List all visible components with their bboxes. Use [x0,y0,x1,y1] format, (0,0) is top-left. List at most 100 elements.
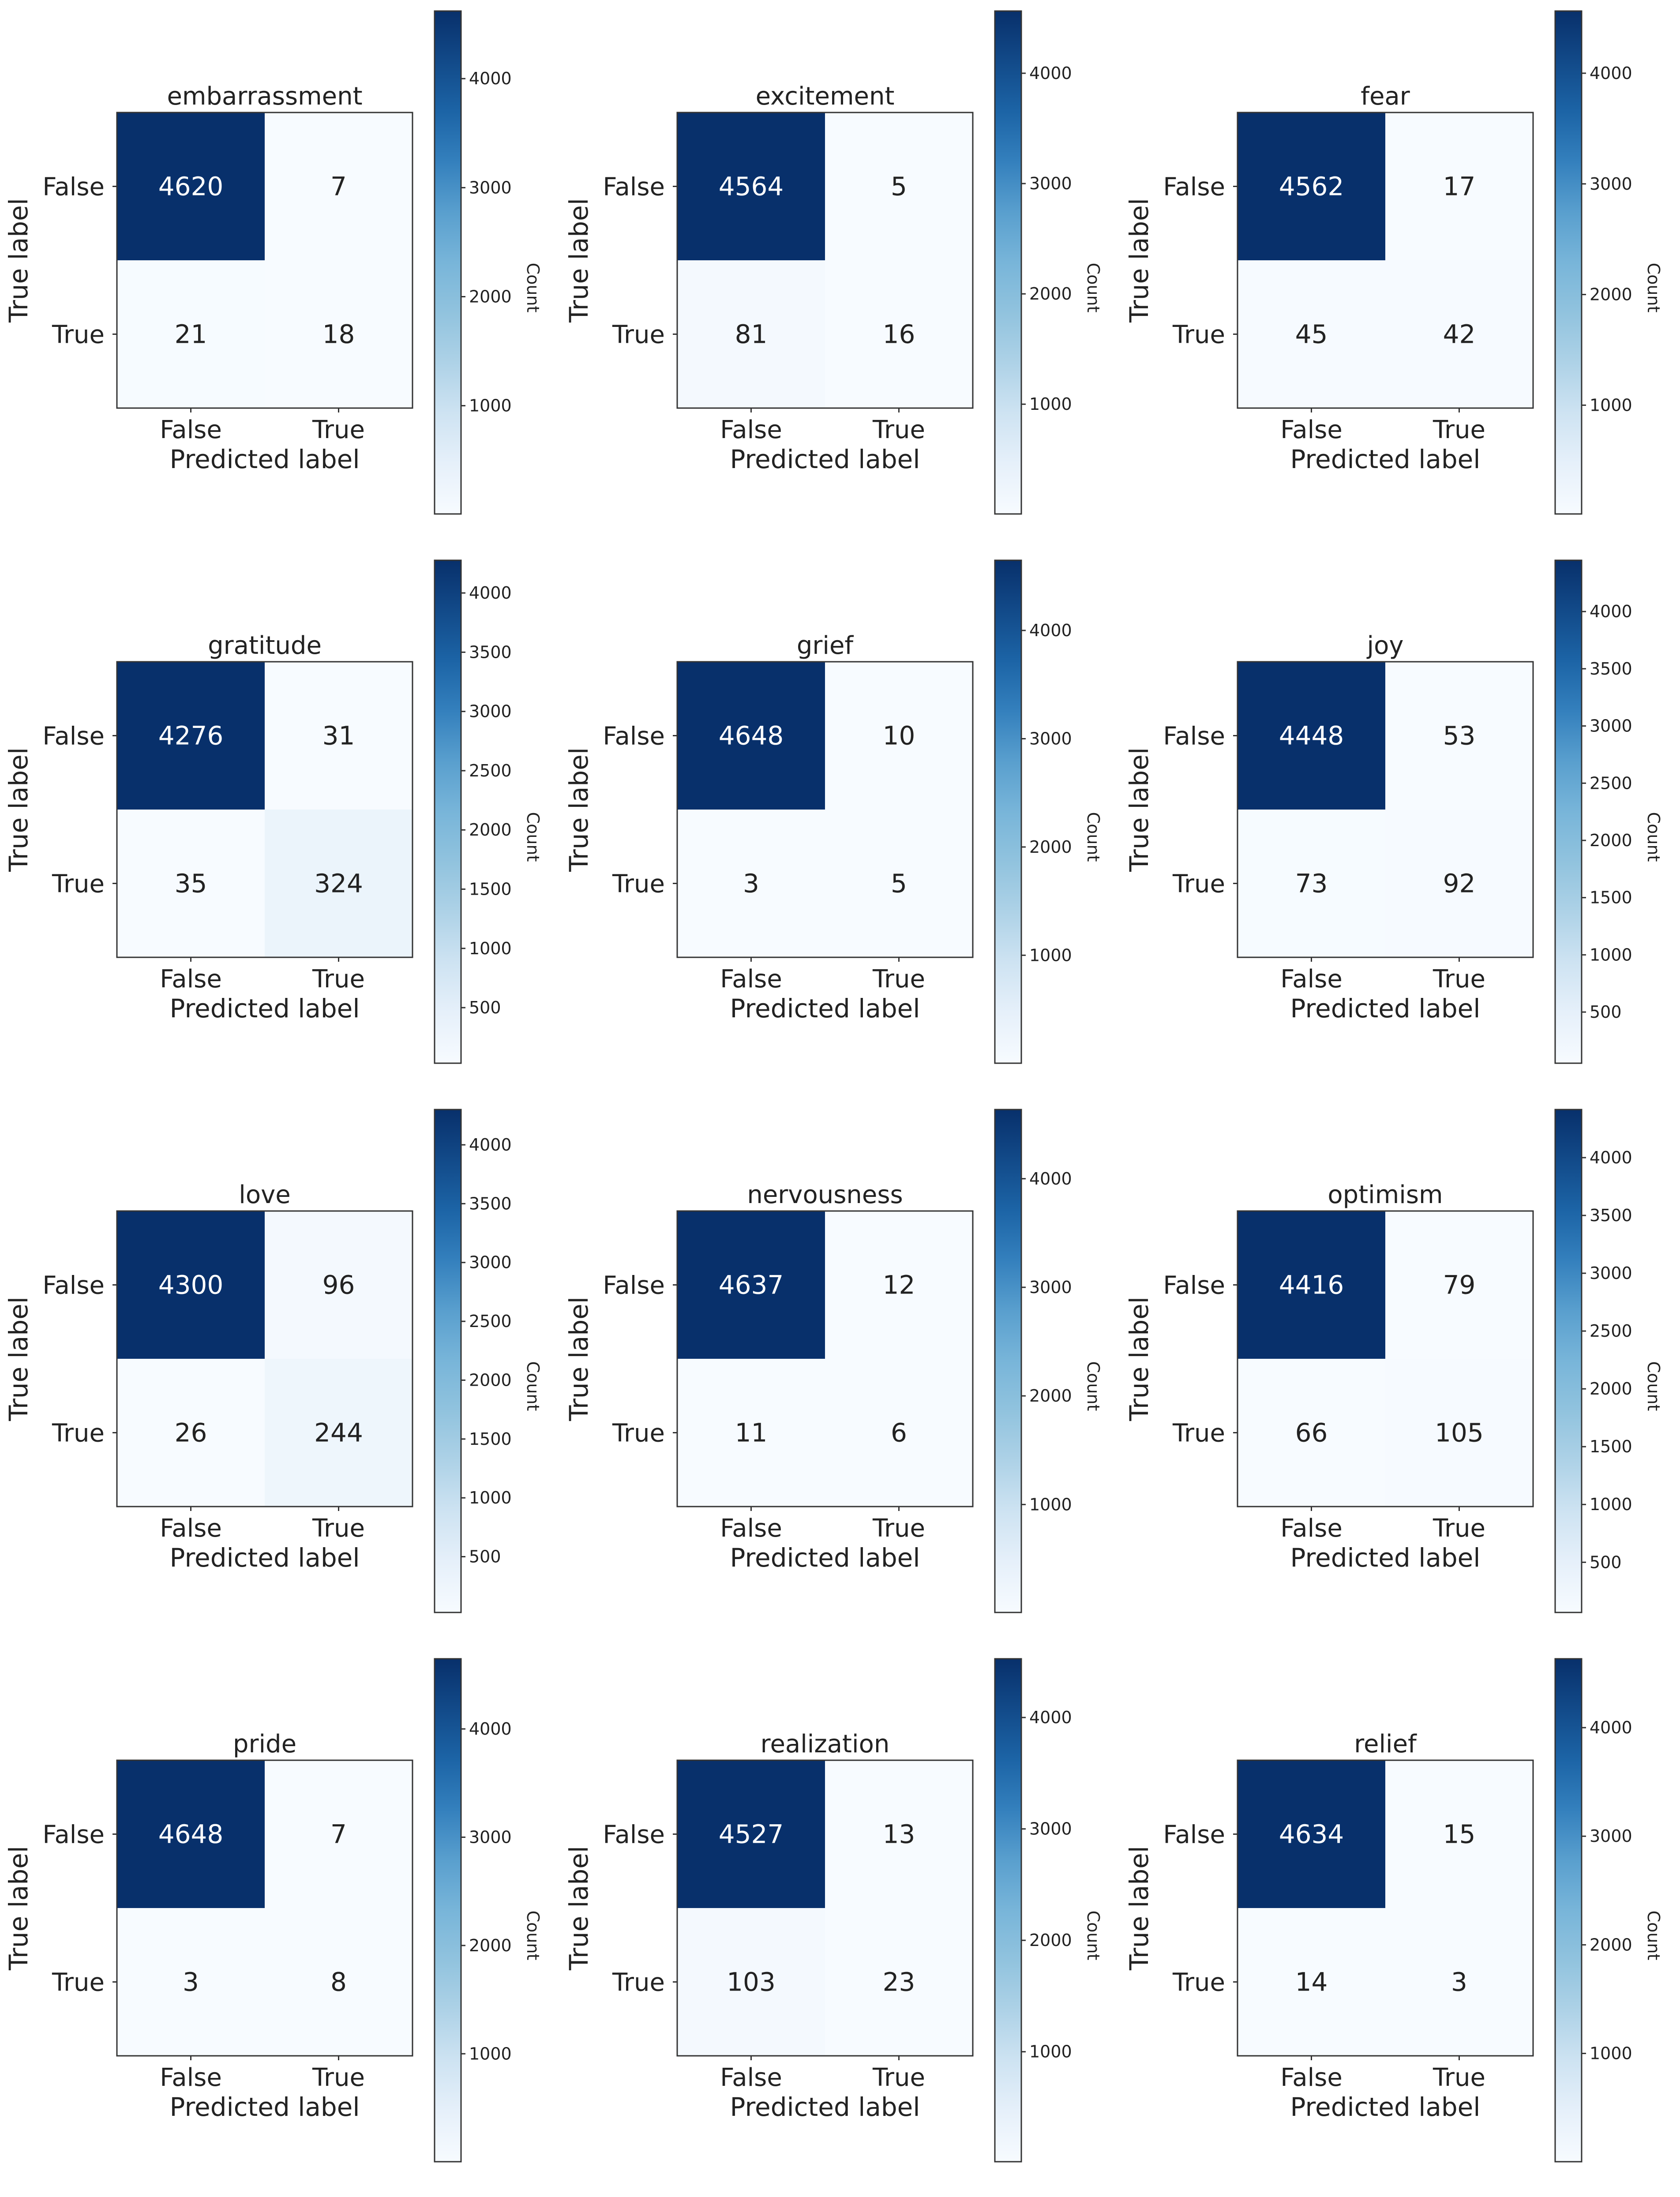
colorbar-tick-label-1: 2000 [469,1936,512,1955]
cell-0-0 [677,1760,825,1908]
cell-1-1 [1385,1908,1533,2056]
x-tick-label-0: False [720,965,782,994]
y-axis-label: True label [564,198,594,323]
y-tick-label-1: True [612,1419,665,1448]
colorbar-tick-label-3: 4000 [1029,1169,1072,1188]
cell-value-1-1: 3 [1451,1967,1467,1997]
cell-value-1-1: 8 [330,1967,347,1997]
cell-0-1 [825,1760,973,1908]
plot-frame [676,1210,974,1507]
colorbar [434,1109,462,1613]
colorbar-tick-label-2: 1500 [1590,1437,1632,1456]
chart-title: realization [761,1730,890,1758]
cell-value-1-0: 45 [1295,319,1328,349]
x-axis-label: Predicted label [1290,444,1481,474]
colorbar-tick-label-3: 4000 [1029,621,1072,640]
colorbar-label: Count [1084,1361,1103,1411]
cell-value-1-0: 21 [175,319,207,349]
x-tick-label-1: True [312,2063,365,2092]
confusion-matrix-optimism: 4416 79 66 105 optimism False True False True Pre… [1121,1098,1680,1648]
colorbar-tick-label-2: 3000 [1029,1278,1072,1297]
cell-value-1-0: 66 [1295,1418,1328,1448]
chart-title: nervousness [747,1181,903,1209]
x-tick-label-1: True [312,416,365,444]
cell-value-0-0: 4527 [719,1819,784,1849]
x-tick-label-0: False [1280,1514,1342,1543]
colorbar-tick-label-1: 2000 [1029,1931,1072,1950]
colorbar-tick-label-2: 3000 [1029,729,1072,748]
cell-value-0-0: 4276 [158,721,224,751]
cell-0-1 [265,662,412,810]
colorbar-tick-label-0: 1000 [1029,945,1072,965]
colorbar-tick-label-3: 4000 [1029,64,1072,83]
colorbar-tick-label-2: 3000 [1590,174,1632,194]
chart-title: grief [797,631,854,660]
colorbar-tick-label-1: 1000 [1590,1495,1632,1514]
plot-frame [1237,1759,1534,2057]
cell-value-0-1: 31 [322,721,355,751]
y-tick-label-0: False [603,722,665,751]
colorbar-tick-label-0: 1000 [1029,2042,1072,2062]
colorbar-tick-label-1: 2000 [1590,1935,1632,1954]
cell-value-1-0: 103 [727,1967,776,1997]
cell-value-0-0: 4564 [719,172,784,202]
cell-1-0 [677,1359,825,1507]
chart-svg: 4527 13 103 23 realization False True False True… [564,1658,1103,2163]
confusion-matrix-grief: 4648 10 3 5 grief False True False True Predicted… [560,549,1121,1098]
cell-value-1-0: 73 [1295,869,1328,899]
colorbar-label: Count [1084,1911,1103,1961]
colorbar-tick-label-2: 1500 [469,1429,512,1449]
cell-value-0-0: 4620 [158,172,224,202]
cell-value-0-1: 79 [1443,1270,1476,1300]
colorbar-tick-label-3: 2000 [1590,1379,1632,1398]
cell-value-0-0: 4648 [158,1819,224,1849]
colorbar-tick-label-5: 3000 [1590,1263,1632,1283]
cell-value-1-1: 42 [1443,319,1476,349]
colorbar-tick-label-7: 4000 [469,1135,512,1155]
colorbar-tick-label-0: 1000 [469,396,512,416]
cell-value-0-0: 4562 [1279,172,1344,202]
cell-0-1 [825,1211,973,1359]
cell-0-1 [1385,1760,1533,1908]
cell-value-0-1: 96 [322,1270,355,1300]
colorbar-tick-label-0: 1000 [469,2044,512,2063]
x-axis-label: Predicted label [730,1543,920,1573]
colorbar [994,1658,1022,2163]
colorbar-label: Count [523,1361,543,1411]
colorbar-tick-label-5: 3000 [469,1253,512,1272]
cell-0-0 [1238,112,1385,260]
colorbar-tick-label-2: 3000 [469,178,512,197]
cell-1-1 [1385,810,1533,957]
colorbar-tick-label-1: 1000 [1590,945,1632,964]
cell-value-0-0: 4637 [719,1270,784,1300]
cell-0-0 [1238,1211,1385,1359]
cell-value-0-1: 5 [891,172,907,202]
colorbar-tick-label-0: 500 [469,998,501,1017]
colorbar-tick-label-1: 2000 [1029,837,1072,857]
colorbar-tick-label-3: 2000 [1590,831,1632,850]
plot-frame [1237,112,1534,409]
chart-svg: 4620 7 21 18 embarrassment False True False True… [4,10,543,515]
cell-1-1 [265,810,412,957]
chart-title: love [239,1181,290,1209]
chart-title: gratitude [208,631,322,660]
colorbar [434,10,462,515]
colorbar-tick-label-2: 3000 [1590,1826,1632,1846]
y-tick-label-1: True [52,321,105,349]
cell-1-0 [677,1908,825,2056]
colorbar-tick-label-1: 2000 [1590,285,1632,304]
cell-value-1-0: 14 [1295,1967,1328,1997]
cell-value-1-1: 18 [322,319,355,349]
cell-1-1 [825,810,973,957]
y-tick-label-0: False [603,173,665,202]
colorbar-tick-label-0: 1000 [1590,395,1632,415]
colorbar-label: Count [1644,1361,1663,1411]
cell-value-1-1: 5 [891,869,907,899]
y-tick-label-0: False [42,1271,105,1300]
